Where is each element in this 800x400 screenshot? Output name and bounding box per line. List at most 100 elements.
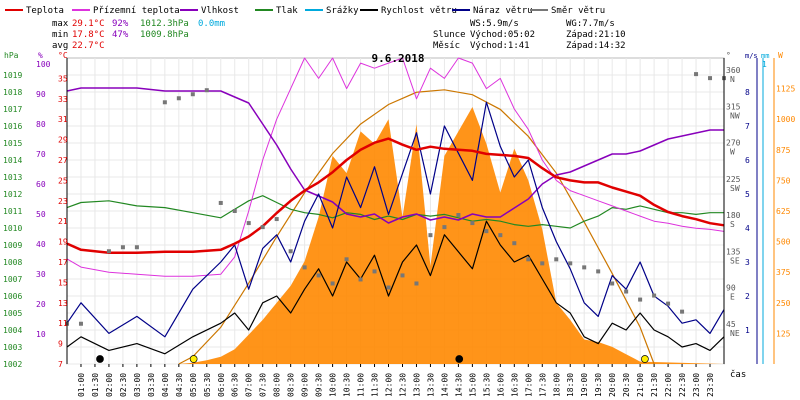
wind-direction-point bbox=[666, 301, 671, 306]
pressure-tick-label: 1006 bbox=[3, 292, 22, 301]
humidity-tick-label: 40 bbox=[36, 240, 46, 249]
x-tick-label: 16:00 bbox=[496, 373, 505, 397]
wind-direction-point bbox=[540, 261, 545, 266]
wind-direction-point bbox=[232, 209, 237, 213]
wind-direction-point bbox=[568, 261, 573, 266]
wind-direction-point bbox=[372, 269, 377, 274]
direction-tick-value: 90 bbox=[726, 284, 736, 293]
solar-tick-label: 375 bbox=[776, 268, 791, 277]
moon-label: Měsíc bbox=[433, 41, 460, 51]
x-tick-label: 11:00 bbox=[357, 373, 366, 397]
x-tick-label: 14:30 bbox=[454, 373, 463, 397]
direction-tick-value: 45 bbox=[726, 320, 736, 329]
humidity-tick-label: 10 bbox=[36, 330, 46, 339]
legend-label: Náraz větru bbox=[473, 6, 533, 16]
wind-direction-point bbox=[596, 269, 601, 274]
direction-tick-name: N bbox=[730, 75, 735, 84]
series-lines bbox=[65, 57, 726, 355]
x-tick-label: 19:30 bbox=[594, 373, 603, 397]
temperature-tick-label: 35 bbox=[58, 74, 68, 83]
wind-direction-point bbox=[414, 281, 419, 286]
direction-unit: ° bbox=[726, 51, 731, 60]
x-axis-label: čas bbox=[730, 369, 746, 380]
wind-direction-point bbox=[498, 233, 503, 238]
wind-direction-point bbox=[386, 285, 391, 290]
x-tick-label: 02:00 bbox=[105, 373, 114, 397]
solar-tick-label: 875 bbox=[776, 146, 791, 155]
solar-unit: W bbox=[778, 51, 783, 60]
wind-direction-point bbox=[610, 281, 615, 286]
x-tick-label: 11:30 bbox=[371, 373, 380, 397]
pressure-tick-label: 1015 bbox=[3, 139, 22, 148]
stats-block: max 29.1°C 92% 1012.3hPa 0.0mm min 17.8°… bbox=[52, 19, 225, 51]
legend-label: Vlhkost bbox=[201, 6, 239, 16]
wind-gust-info: WG:7.7m/s bbox=[566, 19, 615, 29]
x-tick-label: 06:00 bbox=[217, 373, 226, 397]
wind-gust-line bbox=[66, 101, 725, 338]
humidity-tick-label: 90 bbox=[36, 90, 46, 99]
temperature-tick-label: 31 bbox=[58, 115, 68, 124]
direction-tick-name: SE bbox=[730, 256, 740, 265]
stats-min-hum: 47% bbox=[112, 30, 129, 40]
wind-direction-point bbox=[470, 221, 475, 226]
direction-tick-name: NE bbox=[730, 329, 740, 338]
wind-direction-point bbox=[344, 257, 349, 262]
temperature-tick-label: 27 bbox=[58, 156, 68, 165]
wind-direction-point bbox=[582, 265, 587, 270]
wind-direction-point bbox=[652, 293, 657, 298]
x-tick-label: 02:30 bbox=[119, 373, 128, 397]
x-tick-label: 01:30 bbox=[91, 373, 100, 397]
pressure-tick-label: 1007 bbox=[3, 275, 22, 284]
stats-max-press: 1012.3hPa bbox=[140, 19, 189, 29]
x-tick-label: 21:00 bbox=[636, 373, 645, 397]
wind-direction-point bbox=[78, 321, 83, 326]
pressure-tick-label: 1014 bbox=[3, 156, 22, 165]
stats-avg-label: avg bbox=[52, 41, 68, 51]
legend-label: Přízemní teplota bbox=[93, 6, 180, 16]
humidity-tick-label: 60 bbox=[36, 180, 46, 189]
x-tick-label: 14:00 bbox=[440, 373, 449, 397]
pressure-tick-label: 1004 bbox=[3, 326, 22, 335]
x-tick-label: 01:00 bbox=[77, 373, 86, 397]
sunrise-marker bbox=[189, 355, 198, 363]
x-tick-label: 13:00 bbox=[412, 373, 421, 397]
direction-tick-name: NW bbox=[730, 111, 740, 120]
temperature-tick-label: 29 bbox=[58, 136, 68, 145]
solar-max-curve bbox=[178, 89, 655, 365]
x-tick-label: 15:00 bbox=[468, 373, 477, 397]
wind-unit: m/s bbox=[745, 52, 758, 60]
solar-tick-label: 125 bbox=[776, 329, 791, 338]
x-tick-label: 12:30 bbox=[398, 373, 407, 397]
temperature-tick-label: 11 bbox=[58, 319, 68, 328]
wind-direction-point bbox=[358, 277, 363, 282]
temperature-tick-label: 7 bbox=[58, 360, 63, 369]
stats-min-label: min bbox=[52, 30, 68, 40]
pressure-tick-label: 1008 bbox=[3, 258, 22, 267]
temperature-tick-label: 25 bbox=[58, 176, 68, 185]
x-tick-label: 20:30 bbox=[622, 373, 631, 397]
x-tick-label: 18:00 bbox=[552, 373, 561, 397]
ground-temperature-line bbox=[66, 57, 725, 277]
solar-area bbox=[67, 89, 724, 365]
wind-direction-point bbox=[456, 213, 461, 218]
x-tick-label: 06:30 bbox=[231, 373, 240, 397]
wind-direction-point bbox=[204, 88, 209, 93]
x-tick-label: 07:00 bbox=[245, 373, 254, 397]
legend-label: Rychlost větru bbox=[381, 6, 457, 16]
wind-speed-line bbox=[66, 220, 725, 355]
pressure-tick-label: 1003 bbox=[3, 343, 22, 352]
pressure-tick-label: 1005 bbox=[3, 309, 22, 318]
direction-tick-value: 360 bbox=[726, 66, 741, 75]
x-tick-label: 10:30 bbox=[343, 373, 352, 397]
solar-tick-label: 500 bbox=[776, 238, 791, 247]
wind-direction-point bbox=[106, 249, 111, 254]
x-tick-label: 19:00 bbox=[580, 373, 589, 397]
wind-tick-label: 4 bbox=[745, 224, 750, 233]
direction-tick-value: 180 bbox=[726, 211, 741, 220]
humidity-line bbox=[66, 87, 724, 224]
temperature-unit: °C bbox=[58, 51, 68, 60]
x-tick-label: 13:30 bbox=[426, 373, 435, 397]
wind-direction-point bbox=[260, 225, 265, 230]
direction-tick-name: SW bbox=[730, 184, 740, 193]
x-tick-label: 08:30 bbox=[287, 373, 296, 397]
